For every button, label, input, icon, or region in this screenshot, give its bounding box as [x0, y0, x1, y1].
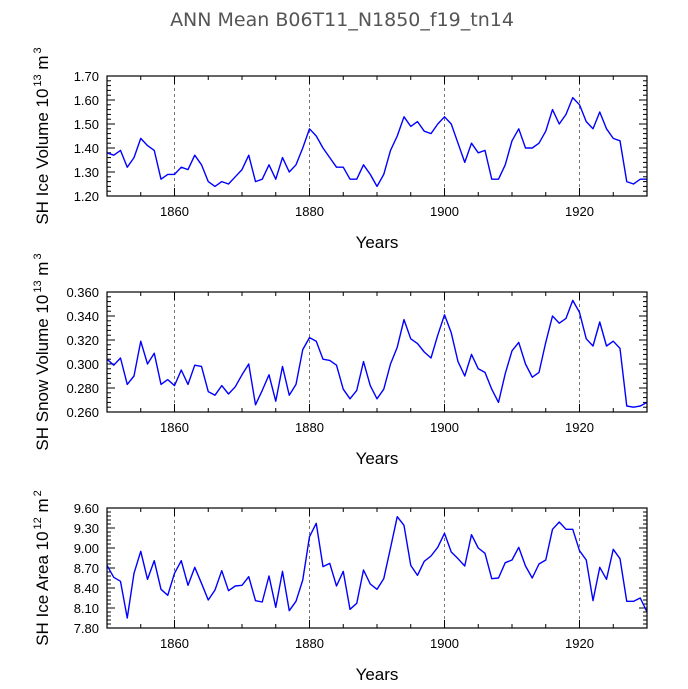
x-axis-title: Years: [356, 665, 399, 684]
y-tick-label: 0.300: [66, 357, 99, 372]
y-tick-label: 0.340: [66, 309, 99, 324]
x-tick-label: 1880: [295, 636, 324, 651]
y-tick-label: 8.10: [74, 601, 99, 616]
series-line: [106, 515, 648, 619]
x-tick-label: 1860: [160, 420, 189, 435]
plot-frame: [106, 75, 648, 197]
x-tick-label: 1900: [430, 420, 459, 435]
plot-frame: [106, 291, 648, 413]
x-tick-label: 1880: [295, 420, 324, 435]
y-tick-label: 1.20: [74, 189, 99, 204]
y-tick-label: 1.40: [74, 141, 99, 156]
series-line: [106, 96, 647, 188]
x-tick-label: 1860: [160, 204, 189, 219]
x-axis-title: Years: [356, 449, 399, 468]
y-tick-label: 8.40: [74, 581, 99, 596]
y-tick-label: 0.260: [66, 405, 99, 420]
x-tick-label: 1900: [430, 204, 459, 219]
series-line: [106, 299, 648, 408]
x-tick-label: 1920: [565, 636, 594, 651]
y-tick-label: 0.320: [66, 333, 99, 348]
chart-panel-1: 1860 1880 1900 1920 1.20 1.30 1.40 1.50 1.60 1.70…: [32, 47, 648, 252]
chart-title: ANN Mean B06T11_N1850_f19_tn14: [170, 9, 514, 31]
y-tick-label: 1.60: [74, 93, 99, 108]
y-tick-label: 7.80: [74, 621, 99, 636]
x-tick-label: 1920: [565, 204, 594, 219]
y-axis-title: SH Snow Volume 1013 m3: [32, 253, 52, 450]
y-tick-label: 9.60: [74, 501, 99, 516]
x-tick-label: 1900: [430, 636, 459, 651]
plot-frame: [106, 507, 648, 629]
y-tick-label: 0.280: [66, 381, 99, 396]
y-tick-label: 0.360: [66, 285, 99, 300]
x-axis-title: Years: [356, 233, 399, 252]
y-tick-label: 8.70: [74, 561, 99, 576]
x-tick-label: 1880: [295, 204, 324, 219]
y-tick-label: 9.30: [74, 521, 99, 536]
x-tick-label: 1920: [565, 420, 594, 435]
x-tick-label: 1860: [160, 636, 189, 651]
y-tick-label: 1.70: [74, 69, 99, 84]
chart-panel-3: 1860 1880 1900 1920 7.80 8.10 8.40 8.70 9.00 9.30…: [32, 490, 648, 684]
chart-panel-2: 1860 1880 1900 1920 0.260 0.280 0.300 0.320 0.34…: [32, 253, 648, 468]
y-tick-label: 9.00: [74, 541, 99, 556]
y-axis-title: SH Ice Volume 1013 m3: [32, 47, 52, 224]
y-tick-label: 1.30: [74, 165, 99, 180]
y-tick-label: 1.50: [74, 117, 99, 132]
y-axis-title: SH Ice Area 1012 m2: [32, 490, 52, 646]
